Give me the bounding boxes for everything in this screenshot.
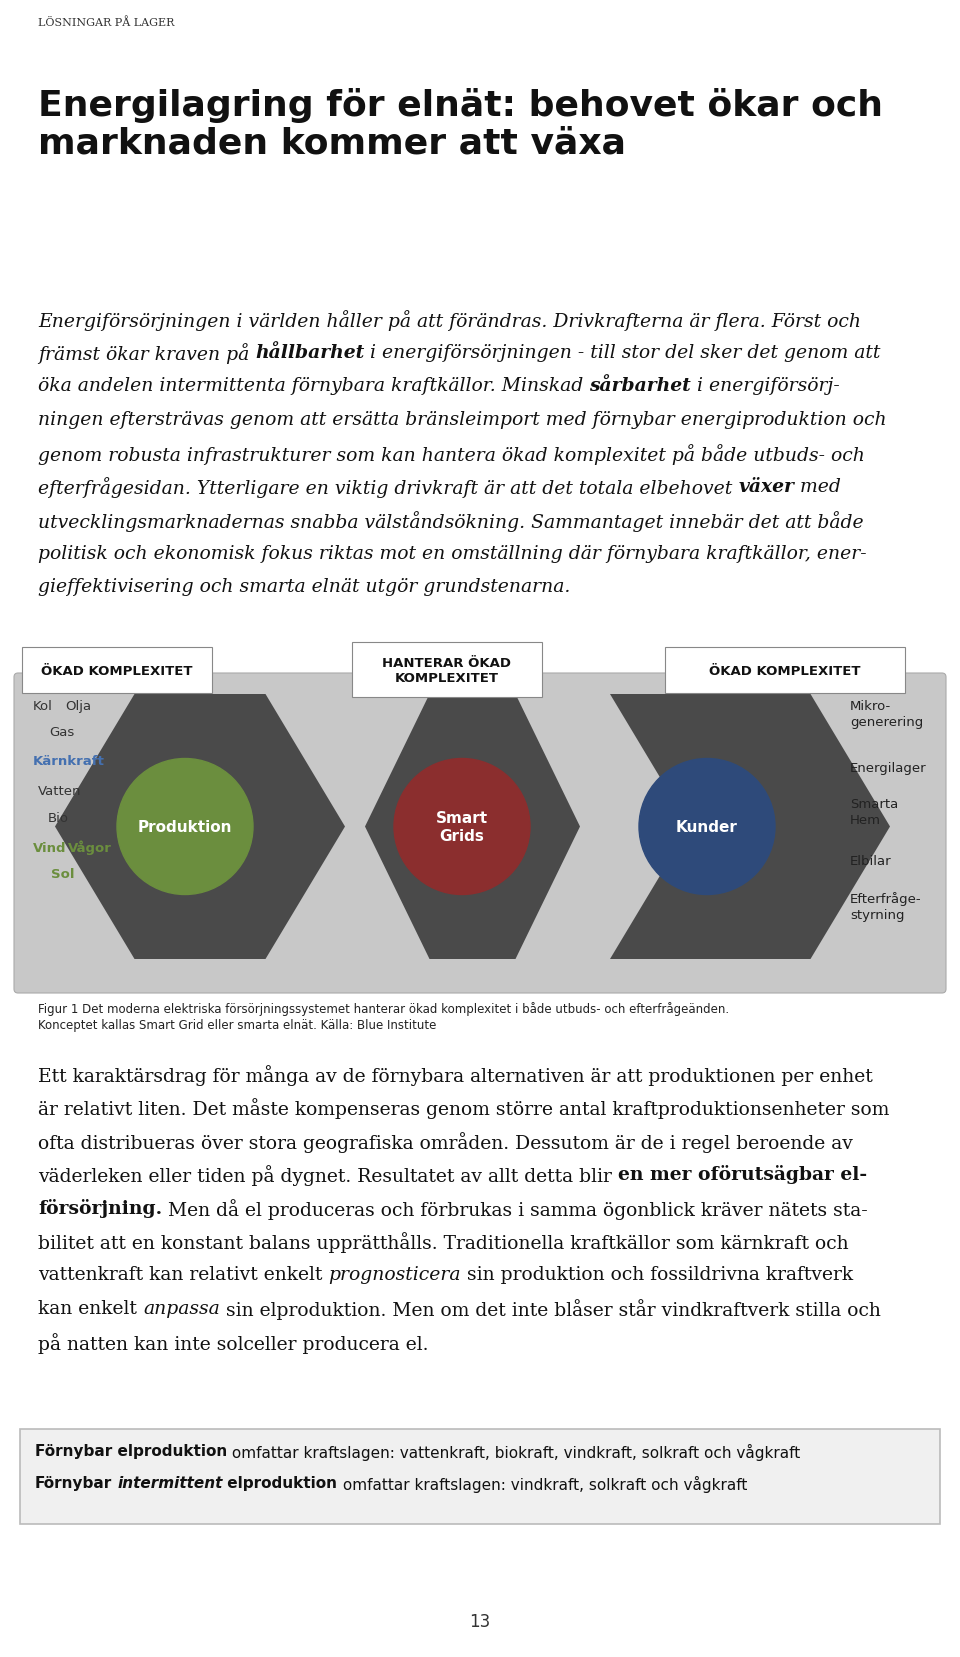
- Text: Kunder: Kunder: [676, 820, 738, 835]
- Text: i energiförsörj-: i energiförsörj-: [691, 376, 840, 394]
- Text: Men då el produceras och förbrukas i samma ögonblick kräver nätets sta-: Men då el produceras och förbrukas i sam…: [162, 1198, 868, 1220]
- Text: Ett karaktärsdrag för många av de förnybara alternativen är att produktionen per: Ett karaktärsdrag för många av de förnyb…: [38, 1064, 873, 1085]
- Circle shape: [117, 759, 253, 895]
- Text: väderleken eller tiden på dygnet. Resultatet av allt detta blir: väderleken eller tiden på dygnet. Result…: [38, 1165, 618, 1186]
- Text: bilitet att en konstant balans upprätthålls. Traditionella kraftkällor som kärnk: bilitet att en konstant balans upprätthå…: [38, 1231, 849, 1253]
- Text: sin elproduktion. Men om det inte blåser står vindkraftverk stilla och: sin elproduktion. Men om det inte blåser…: [220, 1299, 880, 1319]
- Text: Bio: Bio: [48, 812, 69, 825]
- FancyBboxPatch shape: [22, 648, 212, 694]
- Text: kan enkelt: kan enkelt: [38, 1299, 143, 1317]
- Text: sårbarhet: sårbarhet: [589, 376, 691, 394]
- Text: försörjning.: försörjning.: [38, 1198, 162, 1218]
- FancyBboxPatch shape: [14, 674, 946, 994]
- Text: Figur 1 Det moderna elektriska försörjningssystemet hanterar ökad komplexitet i : Figur 1 Det moderna elektriska försörjni…: [38, 1001, 730, 1016]
- Text: Produktion: Produktion: [137, 820, 232, 835]
- Text: ningen eftersträvas genom att ersätta bränsleimport med förnybar energiproduktio: ningen eftersträvas genom att ersätta br…: [38, 411, 887, 428]
- Text: utvecklingsmarknadernas snabba välståndsökning. Sammantaget innebär det att både: utvecklingsmarknadernas snabba välstånds…: [38, 510, 864, 532]
- Text: öka andelen intermittenta förnybara kraftkällor. Minskad: öka andelen intermittenta förnybara kraf…: [38, 376, 589, 394]
- FancyBboxPatch shape: [20, 1428, 940, 1524]
- Text: Energilager: Energilager: [850, 762, 926, 774]
- Text: Smarta
Hem: Smarta Hem: [850, 797, 899, 827]
- Text: Förnybar elproduktion: Förnybar elproduktion: [35, 1443, 228, 1458]
- Text: HANTERAR ÖKAD
KOMPLEXITET: HANTERAR ÖKAD KOMPLEXITET: [382, 656, 512, 684]
- Text: efterfrågesidan. Ytterligare en viktig drivkraft är att det totala elbehovet: efterfrågesidan. Ytterligare en viktig d…: [38, 477, 738, 499]
- Text: marknaden kommer att växa: marknaden kommer att växa: [38, 126, 626, 161]
- Text: prognosticera: prognosticera: [328, 1266, 461, 1283]
- Text: elproduktion: elproduktion: [223, 1475, 338, 1490]
- Text: Gas: Gas: [49, 726, 74, 739]
- Text: Energilagring för elnät: behovet ökar och: Energilagring för elnät: behovet ökar oc…: [38, 88, 883, 123]
- Text: i energiförsörjningen - till stor del sker det genom att: i energiförsörjningen - till stor del sk…: [365, 343, 881, 361]
- Text: sin produktion och fossildrivna kraftverk: sin produktion och fossildrivna kraftver…: [461, 1266, 853, 1283]
- Text: på natten kan inte solceller producera el.: på natten kan inte solceller producera e…: [38, 1332, 428, 1354]
- Text: Mikro-
generering: Mikro- generering: [850, 699, 924, 729]
- Text: omfattar kraftslagen: vindkraft, solkraft och vågkraft: omfattar kraftslagen: vindkraft, solkraf…: [338, 1475, 747, 1491]
- Text: Efterfråge-
styrning: Efterfråge- styrning: [850, 891, 922, 921]
- Polygon shape: [55, 694, 345, 959]
- Text: Smart
Grids: Smart Grids: [436, 810, 488, 843]
- Text: politisk och ekonomisk fokus riktas mot en omställning där förnybara kraftkällor: politisk och ekonomisk fokus riktas mot …: [38, 543, 867, 562]
- Text: genom robusta infrastrukturer som kan hantera ökad komplexitet på både utbuds- o: genom robusta infrastrukturer som kan ha…: [38, 444, 865, 464]
- Text: Konceptet kallas Smart Grid eller smarta elnät. Källa: Blue Institute: Konceptet kallas Smart Grid eller smarta…: [38, 1019, 437, 1031]
- Text: med: med: [794, 477, 841, 495]
- FancyBboxPatch shape: [352, 643, 542, 698]
- Text: gieffektivisering och smarta elnät utgör grundstenarna.: gieffektivisering och smarta elnät utgör…: [38, 578, 570, 595]
- Polygon shape: [610, 694, 890, 959]
- Text: Elbilar: Elbilar: [850, 855, 892, 868]
- Text: vattenkraft kan relativt enkelt: vattenkraft kan relativt enkelt: [38, 1266, 328, 1283]
- Circle shape: [394, 759, 530, 895]
- FancyBboxPatch shape: [665, 648, 905, 694]
- Text: ÖKAD KOMPLEXITET: ÖKAD KOMPLEXITET: [709, 664, 861, 678]
- Text: omfattar kraftslagen: vattenkraft, biokraft, vindkraft, solkraft och vågkraft: omfattar kraftslagen: vattenkraft, biokr…: [228, 1443, 801, 1460]
- Text: Kärnkraft: Kärnkraft: [33, 754, 105, 767]
- Text: Vågor: Vågor: [68, 840, 112, 855]
- Text: Energiförsörjningen i världen håller på att förändras. Drivkrafterna är flera. F: Energiförsörjningen i världen håller på …: [38, 310, 861, 331]
- Text: är relativt liten. Det måste kompenseras genom större antal kraftproduktionsenhe: är relativt liten. Det måste kompenseras…: [38, 1099, 889, 1118]
- Text: en mer oförutsägbar el-: en mer oförutsägbar el-: [618, 1165, 867, 1183]
- Text: ofta distribueras över stora geografiska områden. Dessutom är de i regel beroend: ofta distribueras över stora geografiska…: [38, 1132, 852, 1152]
- Text: Vind: Vind: [33, 842, 66, 855]
- Text: Kol: Kol: [33, 699, 53, 713]
- Text: hållbarhet: hållbarhet: [255, 343, 365, 361]
- Text: växer: växer: [738, 477, 794, 495]
- Text: Olja: Olja: [65, 699, 91, 713]
- Text: anpassa: anpassa: [143, 1299, 220, 1317]
- Text: Sol: Sol: [51, 868, 75, 880]
- Text: intermittent: intermittent: [117, 1475, 223, 1490]
- Text: LÖSNINGAR PÅ LAGER: LÖSNINGAR PÅ LAGER: [38, 17, 175, 28]
- Text: Vatten: Vatten: [38, 784, 82, 797]
- Text: ÖKAD KOMPLEXITET: ÖKAD KOMPLEXITET: [41, 664, 193, 678]
- Text: främst ökar kraven på: främst ökar kraven på: [38, 343, 255, 365]
- Circle shape: [639, 759, 775, 895]
- Text: 13: 13: [469, 1612, 491, 1630]
- Polygon shape: [365, 694, 580, 959]
- Text: Förnybar: Förnybar: [35, 1475, 112, 1490]
